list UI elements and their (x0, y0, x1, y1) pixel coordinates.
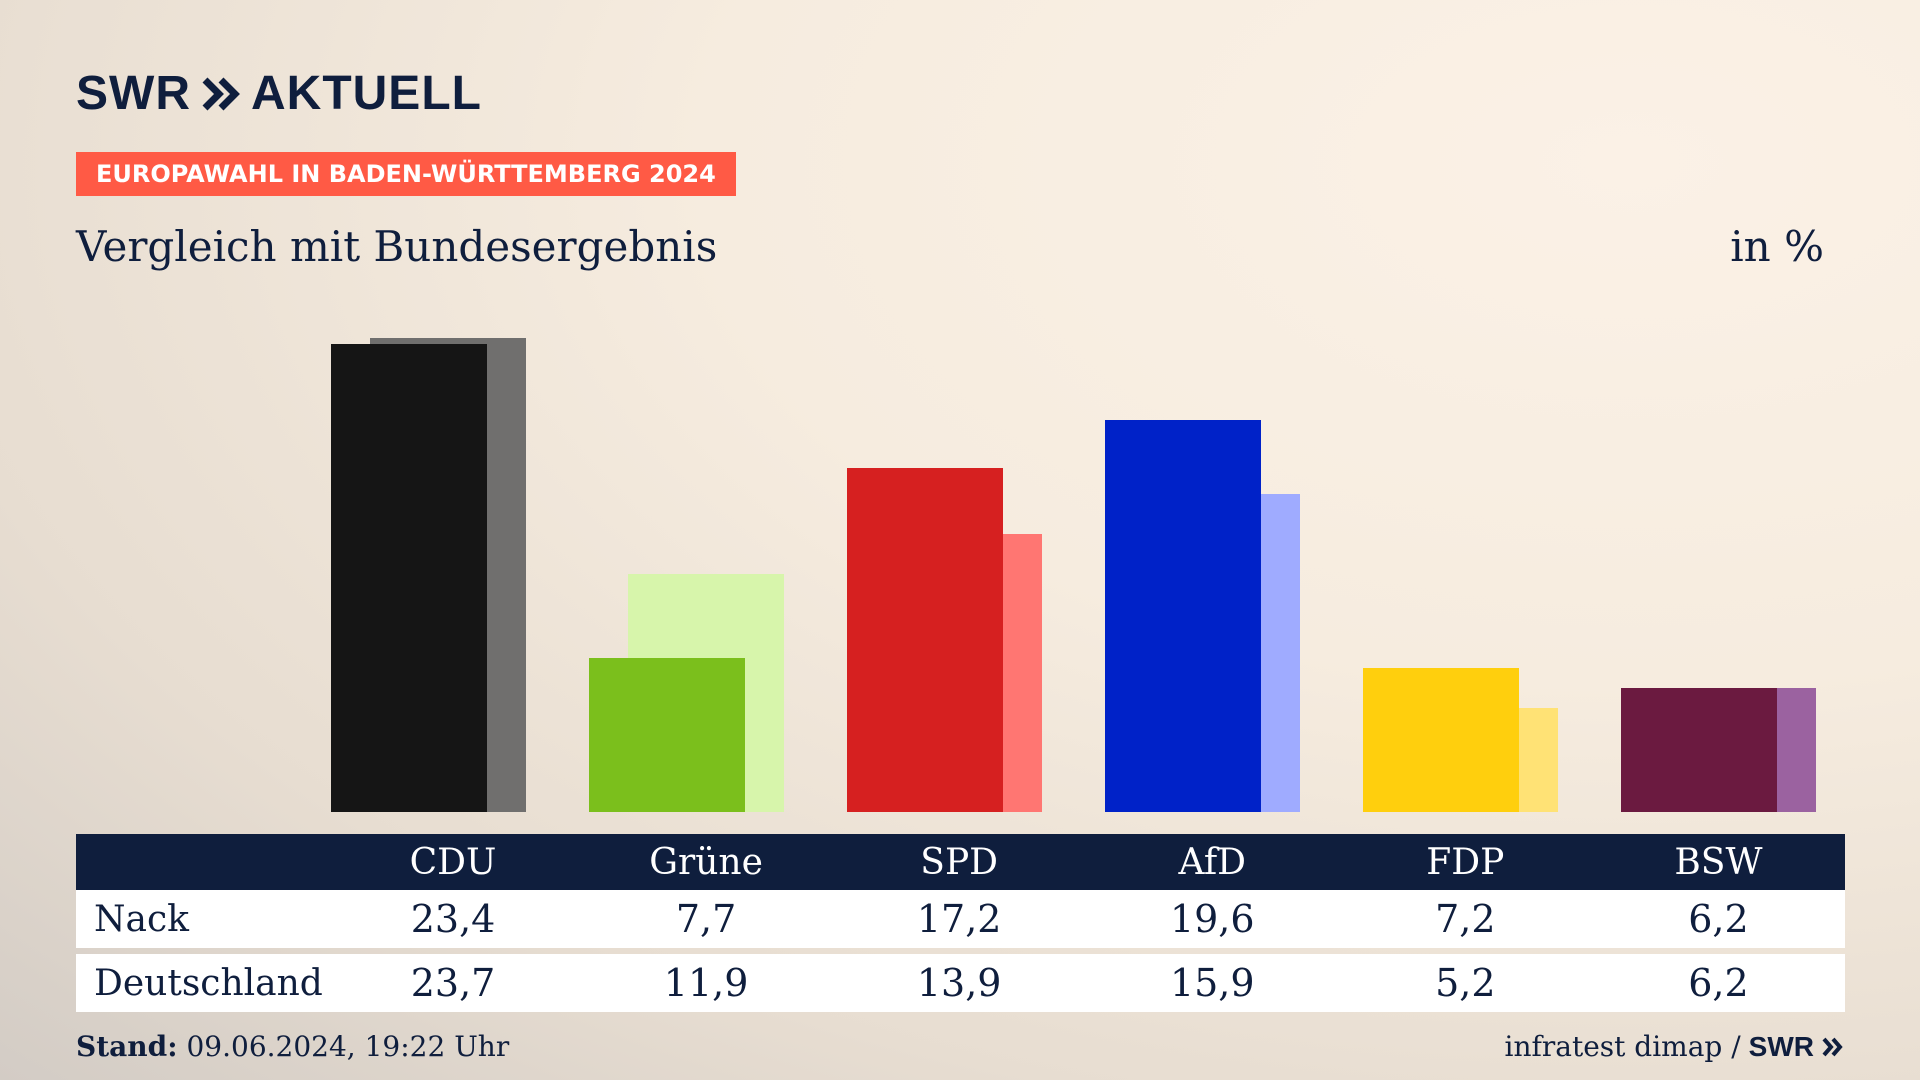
chart-subtitle: Vergleich mit Bundesergebnis (76, 222, 718, 271)
value-afd-nack: 19,6 (1169, 897, 1255, 941)
value-fdp-deutschland: 5,2 (1435, 961, 1496, 1005)
unit-label: in % (1730, 222, 1824, 271)
col-header-gruene: Grüne (649, 841, 763, 883)
source-text: infratest dimap / (1504, 1030, 1741, 1063)
col-header-cdu: CDU (409, 841, 497, 883)
col-header-afd: AfD (1178, 841, 1247, 883)
value-cdu-deutschland: 23,7 (410, 961, 496, 1005)
value-gruene-nack: 7,7 (675, 897, 737, 941)
table-row-nack: Nack 23,4 7,7 17,2 19,6 7,2 6,2 (76, 890, 1845, 948)
logo-aktuell-text: AKTUELL (250, 67, 482, 120)
col-header-fdp: FDP (1426, 841, 1505, 883)
double-chevron-icon (1822, 1037, 1843, 1056)
bar-cdu-nack (331, 344, 487, 812)
row-label-deutschland: Deutschland (94, 962, 323, 1004)
stand-value: 09.06.2024, 19:22 Uhr (186, 1030, 510, 1063)
table-row-deutschland: Deutschland 23,7 11,9 13,9 15,9 5,2 6,2 (76, 954, 1845, 1012)
bar-gruene-nack (589, 658, 745, 812)
stand-label: Stand: (76, 1030, 178, 1063)
value-spd-nack: 17,2 (916, 897, 1002, 941)
bar-chart (331, 338, 1816, 812)
value-bsw-deutschland: 6,2 (1688, 961, 1749, 1005)
source-credit: infratest dimap / SWR (1505, 1030, 1844, 1063)
table-header: CDU Grüne SPD AfD FDP BSW (76, 834, 1845, 890)
double-chevron-icon (202, 77, 240, 110)
source-logo-text: SWR (1748, 1030, 1814, 1062)
bar-spd-nack (847, 468, 1003, 812)
value-spd-deutschland: 13,9 (916, 961, 1002, 1005)
bar-afd-nack (1105, 420, 1261, 812)
value-afd-deutschland: 15,9 (1169, 961, 1255, 1005)
logo-swr-text: SWR (76, 67, 191, 120)
value-fdp-nack: 7,2 (1435, 897, 1496, 941)
value-cdu-nack: 23,4 (410, 897, 496, 941)
timestamp: Stand: 09.06.2024, 19:22 Uhr (76, 1030, 509, 1063)
value-bsw-nack: 6,2 (1688, 897, 1749, 941)
col-header-bsw: BSW (1674, 841, 1763, 883)
row-label-nack: Nack (94, 898, 189, 940)
results-table: CDU Grüne SPD AfD FDP BSW Nack 23,4 7,7 … (76, 834, 1845, 1012)
col-header-spd: SPD (920, 841, 999, 883)
bar-fdp-nack (1363, 668, 1519, 812)
swr-aktuell-logo: SWR AKTUELL (76, 66, 482, 121)
value-gruene-deutschland: 11,9 (663, 961, 749, 1005)
bar-bsw-nack (1621, 688, 1777, 812)
election-badge: EUROPAWAHL IN BADEN-WÜRTTEMBERG 2024 (76, 152, 736, 196)
